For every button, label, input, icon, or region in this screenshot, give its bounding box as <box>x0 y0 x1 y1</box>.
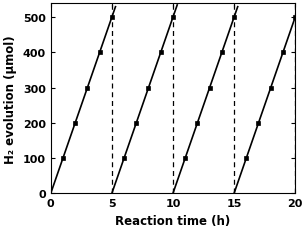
X-axis label: Reaction time (h): Reaction time (h) <box>115 214 231 227</box>
Y-axis label: H₂ evolution (μmol): H₂ evolution (μmol) <box>4 35 17 163</box>
